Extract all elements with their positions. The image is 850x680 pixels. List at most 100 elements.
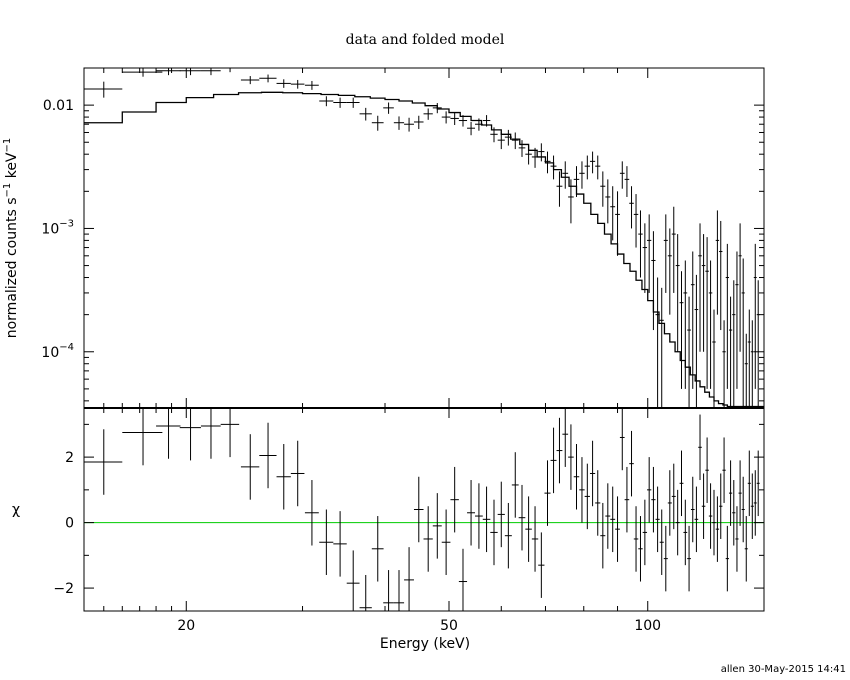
residual-point <box>712 489 716 556</box>
data-point <box>220 67 240 73</box>
data-point <box>750 320 754 408</box>
residual-point <box>573 444 580 510</box>
residual-point <box>659 509 664 575</box>
y-tick-exponent: −3 <box>59 218 74 229</box>
data-point <box>84 81 123 98</box>
data-point <box>490 127 498 143</box>
residual-point <box>725 525 729 592</box>
residual-point <box>701 473 706 539</box>
residual-point <box>432 493 442 559</box>
data-point <box>482 115 491 127</box>
residual-point <box>629 430 634 497</box>
residual-point <box>655 486 660 553</box>
residual-point <box>694 486 699 553</box>
residual-point <box>544 460 551 526</box>
residual-point <box>84 429 123 495</box>
data-point <box>610 186 616 241</box>
data-point <box>638 210 643 278</box>
data-point <box>712 309 716 408</box>
data-point <box>642 223 648 293</box>
data-point <box>633 194 639 248</box>
data-point <box>383 102 394 114</box>
data-point <box>259 74 277 83</box>
residual-point <box>458 548 468 611</box>
residual-point <box>490 499 498 566</box>
residual-point <box>698 414 702 481</box>
residual-point <box>319 509 334 575</box>
data-point <box>647 214 652 293</box>
spectrum-ylabel: normalized counts s−1 keV−1 <box>2 138 20 339</box>
residual-point <box>605 483 611 549</box>
data-point <box>511 132 519 150</box>
residual-point <box>722 437 726 503</box>
y-tick-label: 2 <box>65 450 74 466</box>
data-point <box>675 234 680 352</box>
residual-point <box>304 480 319 546</box>
y-tick-label: 10−4 <box>41 342 74 361</box>
residual-point <box>595 470 601 536</box>
residual-point <box>638 516 643 582</box>
residual-point <box>610 486 616 553</box>
y-tick-exponent: −4 <box>59 342 74 353</box>
data-point <box>735 251 739 389</box>
ylabel-sup-2: −1 <box>2 138 13 153</box>
data-point <box>624 166 630 197</box>
residual-point <box>690 476 695 543</box>
y-tick-label: −2 <box>53 581 74 597</box>
data-point <box>722 320 726 408</box>
data-point <box>694 274 699 408</box>
residual-y-tick-labels: 2 0 −2 <box>53 450 74 597</box>
chart-title: data and folded model <box>346 32 505 48</box>
residual-point <box>671 463 676 530</box>
ylabel-part-2: keV <box>4 152 20 183</box>
residual-point <box>744 516 748 582</box>
residual-point <box>220 408 240 458</box>
data-point <box>584 155 590 180</box>
data-point <box>589 151 596 174</box>
data-point <box>725 243 729 389</box>
data-point <box>550 155 557 180</box>
residual-point <box>753 470 757 536</box>
data-point <box>544 151 551 174</box>
residual-point <box>467 480 476 546</box>
data-point <box>595 155 601 180</box>
residual-point <box>240 434 260 500</box>
residual-point <box>538 532 545 598</box>
y-tick-base: 10 <box>41 221 59 237</box>
data-point <box>333 97 347 108</box>
x-axis-label: Energy (keV) <box>380 636 470 652</box>
data-point <box>531 147 539 168</box>
residual-point <box>423 506 433 572</box>
data-point <box>556 171 563 207</box>
residual-point <box>156 408 181 459</box>
data-point <box>679 271 684 389</box>
residual-point <box>615 496 620 562</box>
residual-point <box>584 463 590 530</box>
data-point <box>475 118 483 131</box>
y-tick-label: 0.01 <box>43 98 74 114</box>
residual-data-points <box>84 408 760 611</box>
residual-point <box>679 450 684 517</box>
residual-point <box>687 525 691 592</box>
data-point <box>458 115 468 127</box>
data-point <box>423 108 433 120</box>
residual-point <box>276 444 291 510</box>
residual-point <box>683 499 688 566</box>
y-tick-label: 10−3 <box>41 218 74 237</box>
residual-panel: 2 0 −2 χ <box>12 407 765 612</box>
data-point <box>655 277 660 408</box>
residual-point <box>259 422 277 489</box>
data-point <box>741 258 745 408</box>
residual-point <box>747 450 751 517</box>
data-point <box>667 228 672 315</box>
data-point <box>747 309 751 408</box>
residual-point <box>651 466 656 533</box>
residual-point <box>482 486 491 553</box>
residual-point <box>497 481 505 548</box>
data-point <box>413 115 424 130</box>
residual-point <box>290 440 305 507</box>
ylabel-part-1: normalized counts s <box>4 197 20 338</box>
residual-point <box>511 452 519 518</box>
data-point <box>450 112 459 125</box>
residual-point <box>708 483 713 549</box>
